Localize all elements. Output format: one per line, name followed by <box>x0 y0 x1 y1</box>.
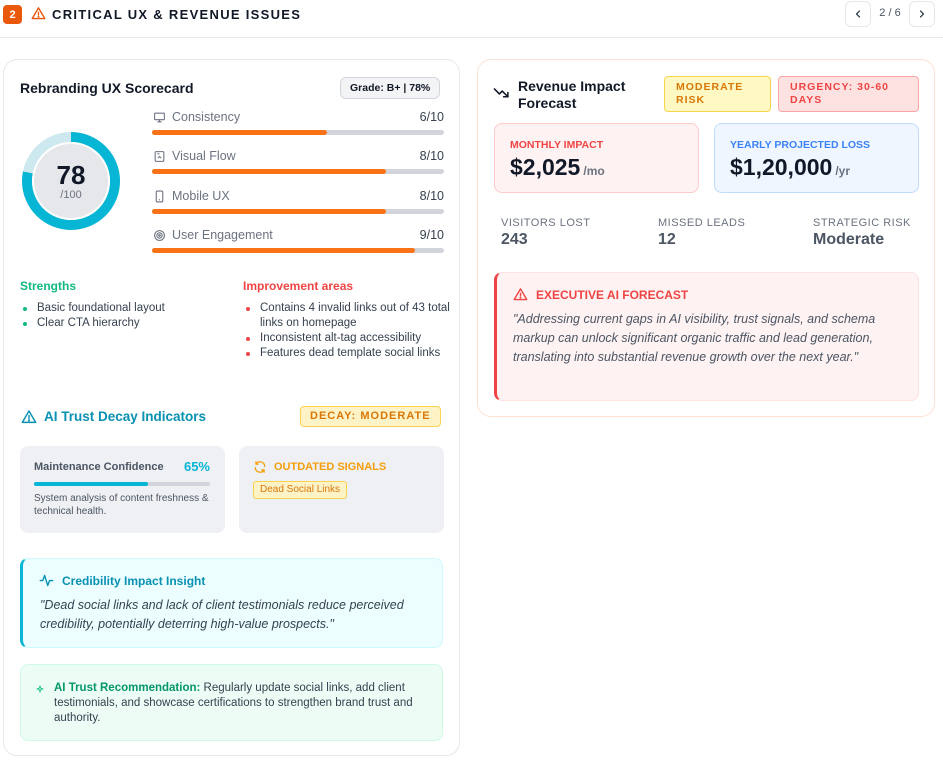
metric-fill <box>152 130 328 135</box>
metric-visual-flow: Visual Flow 8/10 <box>152 149 444 186</box>
executive-forecast-quote: "Addressing current gaps in AI visibilit… <box>513 312 876 364</box>
flow-icon <box>154 151 165 162</box>
outdated-signals-label: OUTDATED SIGNALS <box>274 461 387 473</box>
list-item: Contains 4 invalid links out of 43 total… <box>243 301 453 331</box>
yearly-loss-label: YEARLY PROJECTED LOSS <box>730 139 871 151</box>
metric-user-engagement: User Engagement 9/10 <box>152 228 444 265</box>
metric-score: 8/10 <box>419 149 444 163</box>
list-item: Inconsistent alt-tag accessibility <box>243 331 453 346</box>
metric-label: Consistency <box>172 110 241 124</box>
decay-badge: DECAY: MODERATE <box>300 406 441 427</box>
executive-forecast-box: EXECUTIVE AI FORECAST "Addressing curren… <box>494 272 919 401</box>
ux-scorecard-card: Rebranding UX Scorecard Grade: B+ | 78% … <box>3 59 460 756</box>
monitor-icon <box>154 112 165 123</box>
improvements-heading: Improvement areas <box>243 279 354 293</box>
monthly-impact-value-row: $2,025/mo <box>510 154 605 181</box>
yearly-loss-value-row: $1,20,000/yr <box>730 154 850 181</box>
metric-fill <box>152 209 386 214</box>
score-gauge <box>22 132 120 230</box>
stat-label: MISSED LEADS <box>658 217 746 229</box>
metric-mobile-ux: Mobile UX 8/10 <box>152 189 444 226</box>
outdated-signals-box: OUTDATED SIGNALS Dead Social Links <box>239 446 444 533</box>
list-item: Features dead template social links <box>243 346 453 361</box>
activity-icon <box>39 574 54 587</box>
stat-missed-leads: MISSED LEADS 12 <box>658 217 745 249</box>
credibility-insight-quote: "Dead social links and lack of client te… <box>40 598 404 631</box>
next-page-button[interactable] <box>909 1 935 27</box>
yearly-loss-box: YEARLY PROJECTED LOSS $1,20,000/yr <box>714 123 919 193</box>
recommendation-body: Regularly update social links, add clien… <box>54 682 413 724</box>
metric-label: Visual Flow <box>172 149 236 163</box>
metric-track <box>152 248 444 253</box>
list-item: Basic foundational layout <box>20 301 220 316</box>
warning-icon <box>31 7 46 20</box>
section-header: 2 CRITICAL UX & REVENUE ISSUES 2 / 6 <box>0 0 943 38</box>
yearly-loss-value: $1,20,000 <box>730 154 833 180</box>
monthly-unit: /mo <box>583 164 605 178</box>
stat-label: STRATEGIC RISK <box>813 217 911 229</box>
metric-score: 6/10 <box>419 110 444 124</box>
recommendation-text: AI Trust Recommendation: Regularly updat… <box>54 681 424 726</box>
metric-track <box>152 169 444 174</box>
target-icon <box>154 230 165 241</box>
maintenance-fill <box>34 482 149 486</box>
strengths-heading: Strengths <box>20 279 77 293</box>
warning-icon <box>513 288 528 301</box>
credibility-insight-title: Credibility Impact Insight <box>62 574 206 588</box>
metric-track <box>152 130 444 135</box>
sparkle-icon <box>36 685 44 693</box>
revenue-title: Revenue Impact Forecast <box>518 78 626 111</box>
metric-track <box>152 209 444 214</box>
improvements-list: Contains 4 invalid links out of 43 total… <box>243 301 453 361</box>
stat-label: VISITORS LOST <box>501 217 591 229</box>
trust-recommendation-box: AI Trust Recommendation: Regularly updat… <box>20 664 443 741</box>
metric-score: 8/10 <box>419 189 444 203</box>
dead-social-links-chip: Dead Social Links <box>253 481 348 499</box>
chevron-right-icon <box>919 10 925 18</box>
trust-decay-title: AI Trust Decay Indicators <box>44 409 207 424</box>
maintenance-confidence-box: Maintenance Confidence 65% System analys… <box>20 446 225 533</box>
executive-forecast-title: EXECUTIVE AI FORECAST <box>536 288 689 302</box>
metric-label: User Engagement <box>172 228 273 242</box>
metric-fill <box>152 169 386 174</box>
maintenance-track <box>34 482 210 486</box>
risk-badge: MODERATE RISK <box>664 76 771 112</box>
metric-fill <box>152 248 415 253</box>
metric-consistency: Consistency 6/10 <box>152 110 444 147</box>
section-number-badge: 2 <box>3 5 22 24</box>
stat-value: 243 <box>501 231 528 248</box>
score-gauge-arc <box>22 132 120 230</box>
section-title: CRITICAL UX & REVENUE ISSUES <box>52 7 302 22</box>
maintenance-percent: 65% <box>183 459 210 474</box>
metric-label: Mobile UX <box>172 189 230 203</box>
stat-value: 12 <box>658 231 676 248</box>
page-indicator: 2 / 6 <box>879 7 901 19</box>
refresh-icon <box>254 461 266 473</box>
monthly-impact-box: MONTHLY IMPACT $2,025/mo <box>494 123 699 193</box>
chevron-left-icon <box>855 10 861 18</box>
metric-score: 9/10 <box>419 228 444 242</box>
stat-visitors-lost: VISITORS LOST 243 <box>501 217 590 249</box>
warning-icon <box>21 410 37 424</box>
monthly-impact-label: MONTHLY IMPACT <box>510 139 604 151</box>
score-max: /100 <box>60 189 82 201</box>
maintenance-description: System analysis of content freshness & t… <box>34 493 209 517</box>
monthly-impact-value: $2,025 <box>510 154 581 180</box>
prev-page-button[interactable] <box>845 1 871 27</box>
strengths-list: Basic foundational layout Clear CTA hier… <box>20 301 220 331</box>
grade-badge: Grade: B+ | 78% <box>340 77 441 99</box>
revenue-impact-card: Revenue Impact Forecast MODERATE RISK UR… <box>477 59 935 417</box>
stat-value: Moderate <box>813 231 885 248</box>
list-item: Clear CTA hierarchy <box>20 316 220 331</box>
stat-strategic-risk: STRATEGIC RISK Moderate <box>813 217 911 249</box>
trending-down-icon <box>493 88 509 98</box>
maintenance-label: Maintenance Confidence <box>34 461 164 473</box>
credibility-insight-box: Credibility Impact Insight "Dead social … <box>20 558 443 648</box>
urgency-badge: URGENCY: 30-60 DAYS <box>778 76 919 112</box>
scorecard-title: Rebranding UX Scorecard <box>20 80 194 96</box>
smartphone-icon <box>155 190 164 203</box>
yearly-unit: /yr <box>835 164 851 178</box>
recommendation-title: AI Trust Recommendation: <box>54 682 201 694</box>
score-value: 78 <box>56 160 86 190</box>
